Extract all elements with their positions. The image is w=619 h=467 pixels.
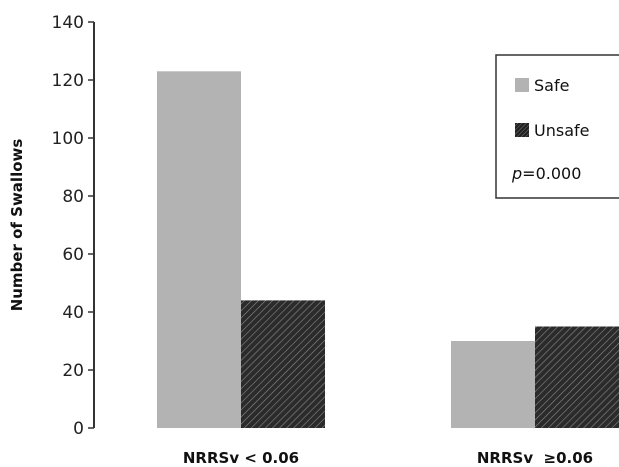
bar-unsafe-1 (535, 326, 619, 428)
legend-label-unsafe: Unsafe (534, 121, 589, 140)
y-tick-label: 80 (62, 187, 84, 207)
bar-safe-1 (451, 341, 535, 428)
bars (157, 71, 619, 429)
y-tick-label: 60 (62, 245, 84, 265)
x-category-label: NRRSv ≥0.06 (477, 449, 593, 467)
y-tick-label: 0 (73, 419, 84, 439)
legend-swatch-unsafe (515, 123, 529, 137)
bar-safe-0 (157, 71, 241, 429)
y-tick-label: 40 (62, 303, 84, 323)
legend: Safe Unsafe p=0.000 (495, 54, 619, 199)
y-ticks: 0 20 40 60 80 100 120 140 (52, 13, 94, 439)
x-category-label: NRRSv < 0.06 (183, 449, 299, 467)
category-labels: NRRSv < 0.06 NRRSv ≥0.06 (183, 449, 593, 467)
p-value: =0.000 (522, 164, 581, 183)
y-tick-label: 20 (62, 361, 84, 381)
y-tick-label: 100 (52, 129, 84, 149)
y-tick-label: 120 (52, 71, 84, 91)
legend-label-safe: Safe (534, 76, 569, 95)
p-symbol: p (511, 164, 522, 183)
legend-swatch-safe (515, 78, 529, 92)
y-tick-label: 140 (52, 13, 84, 33)
bar-unsafe-0 (241, 300, 325, 428)
y-axis-label: Number of Swallows (8, 139, 26, 312)
p-value-annotation: p=0.000 (511, 164, 581, 183)
